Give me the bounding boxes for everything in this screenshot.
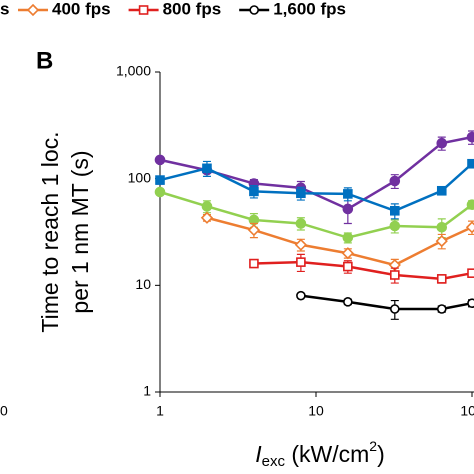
series	[154, 186, 474, 244]
x-axis-label-part: 2	[369, 438, 377, 454]
left-fragment: 0	[0, 403, 8, 419]
marker	[154, 186, 166, 198]
marker	[249, 186, 259, 197]
marker	[436, 137, 448, 149]
marker	[341, 247, 354, 260]
y-tick-label: 1,000	[116, 63, 151, 79]
marker	[294, 238, 308, 251]
series-line	[206, 216, 473, 267]
marker	[200, 211, 214, 224]
marker	[342, 232, 354, 243]
panel-label: B	[36, 47, 53, 74]
series-line	[300, 294, 473, 311]
marker	[296, 257, 306, 267]
marker	[467, 158, 474, 169]
marker	[389, 220, 401, 232]
marker	[155, 175, 165, 185]
marker	[465, 221, 474, 234]
marker	[390, 270, 400, 280]
marker	[295, 218, 307, 229]
marker	[343, 189, 353, 199]
marker	[436, 304, 447, 314]
marker	[202, 163, 212, 174]
marker	[467, 298, 474, 308]
series	[296, 290, 474, 320]
marker	[138, 5, 149, 15]
marker	[154, 154, 166, 166]
marker	[436, 274, 447, 284]
marker	[466, 199, 474, 211]
y-axis-label: per 1 nm MT (s)	[67, 150, 93, 313]
series	[200, 211, 474, 273]
y-tick-label: 10	[135, 276, 151, 292]
legend-label: 1,600 fps	[273, 0, 346, 18]
series-line	[159, 190, 473, 239]
marker	[296, 290, 306, 301]
y-tick-label: 100	[128, 169, 152, 185]
marker	[201, 201, 213, 212]
series-line	[159, 162, 473, 213]
marker	[390, 304, 400, 314]
x-axis-label-part: )	[377, 441, 385, 467]
x-axis-label: Iexc (kW/cm2)	[255, 438, 385, 470]
marker	[26, 3, 40, 17]
marker	[342, 203, 354, 215]
x-tick-label: 100	[460, 403, 474, 419]
marker	[436, 221, 448, 233]
marker	[390, 205, 400, 216]
x-tick-label: 10	[308, 403, 324, 419]
marker	[435, 234, 448, 248]
marker	[467, 268, 474, 278]
x-axis-label-part: exc	[262, 453, 286, 470]
y-tick-label: 1	[143, 383, 151, 399]
legend-label: 800 fps	[163, 0, 222, 18]
series	[249, 253, 474, 284]
y-axis-label: Time to reach 1 loc.	[37, 131, 63, 332]
x-axis-label-part: I	[255, 441, 262, 467]
legend-label: 400 fps	[52, 0, 111, 18]
marker	[247, 223, 261, 237]
marker	[296, 188, 306, 199]
series-line	[253, 260, 473, 281]
marker	[343, 261, 353, 272]
legend-fragment: s	[0, 0, 9, 18]
x-tick-label: 1	[156, 403, 164, 419]
marker	[249, 258, 259, 269]
marker	[436, 185, 447, 196]
marker	[343, 297, 353, 307]
marker	[466, 131, 474, 143]
series	[155, 158, 474, 220]
marker	[389, 175, 401, 187]
x-axis-label-part: (kW/cm	[285, 441, 369, 467]
marker	[249, 5, 259, 15]
